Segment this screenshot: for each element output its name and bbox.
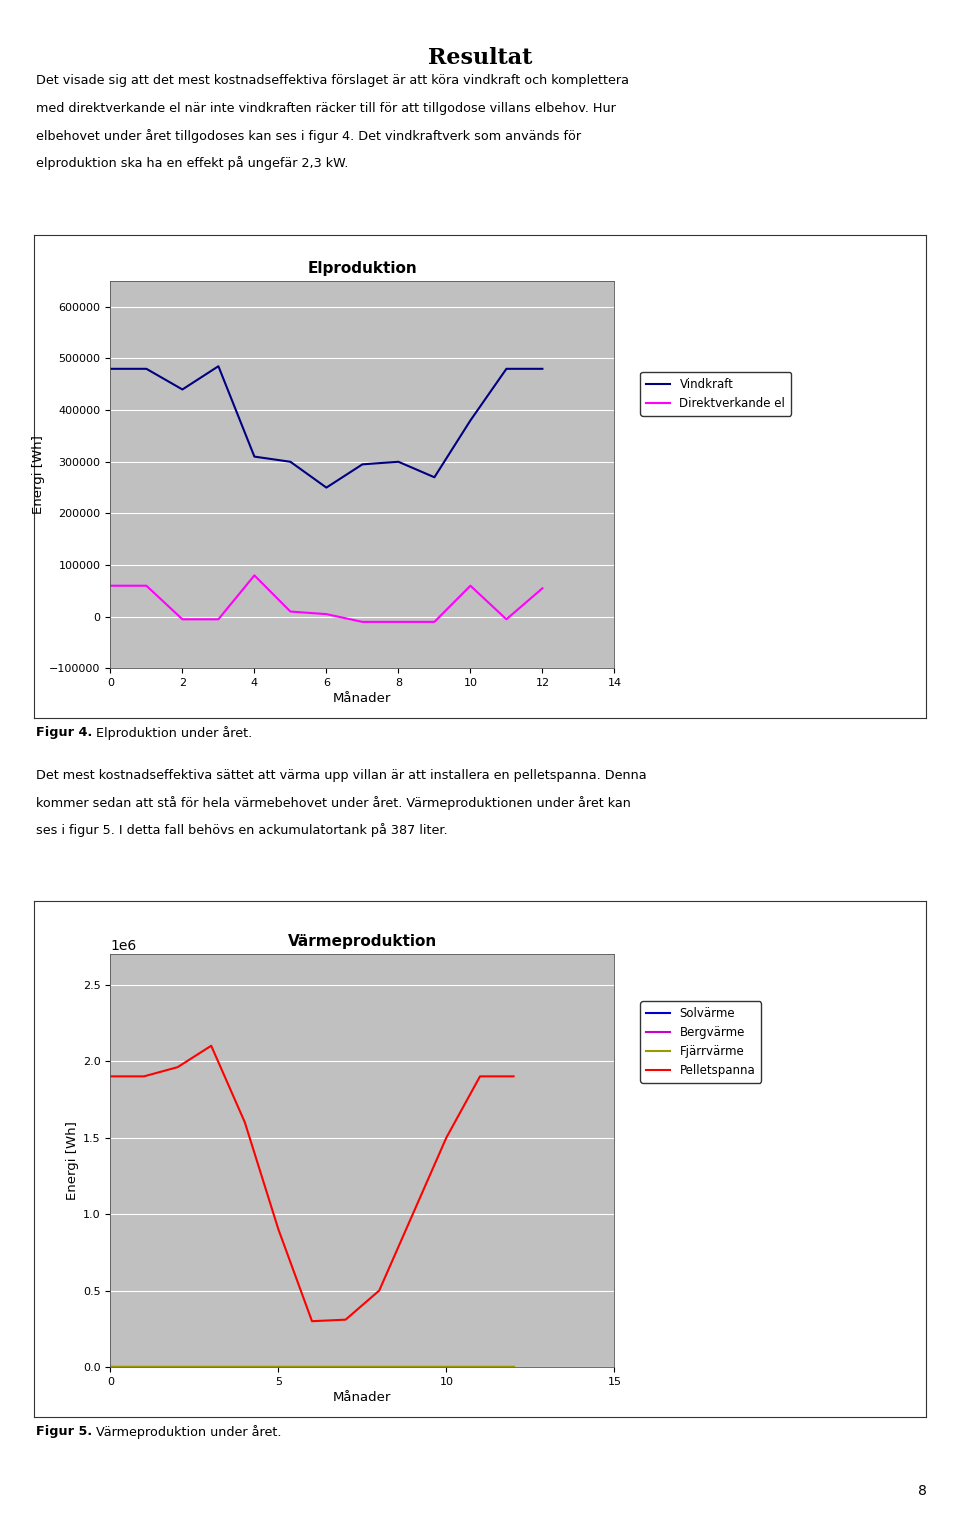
Y-axis label: Energi [Wh]: Energi [Wh] xyxy=(66,1121,79,1200)
Legend: Solvärme, Bergvärme, Fjärrvärme, Pelletspanna: Solvärme, Bergvärme, Fjärrvärme, Pellets… xyxy=(640,1001,761,1083)
Text: med direktverkande el när inte vindkraften räcker till för att tillgodose villan: med direktverkande el när inte vindkraft… xyxy=(36,102,616,115)
Text: kommer sedan att stå för hela värmebehovet under året. Värmeproduktionen under å: kommer sedan att stå för hela värmebehov… xyxy=(36,796,632,810)
Text: 8: 8 xyxy=(918,1484,926,1498)
Text: elbehovet under året tillgodoses kan ses i figur 4. Det vindkraftverk som använd: elbehovet under året tillgodoses kan ses… xyxy=(36,129,582,143)
Text: ses i figur 5. I detta fall behövs en ackumulatortank på 387 liter.: ses i figur 5. I detta fall behövs en ac… xyxy=(36,823,448,837)
Text: Det mest kostnadseffektiva sättet att värma upp villan är att installera en pell: Det mest kostnadseffektiva sättet att vä… xyxy=(36,769,647,782)
Text: Värmeproduktion under året.: Värmeproduktion under året. xyxy=(92,1425,281,1438)
X-axis label: Månader: Månader xyxy=(333,693,392,705)
Text: Figur 4.: Figur 4. xyxy=(36,726,93,740)
Text: Figur 5.: Figur 5. xyxy=(36,1425,92,1438)
Text: elproduktion ska ha en effekt på ungefär 2,3 kW.: elproduktion ska ha en effekt på ungefär… xyxy=(36,156,348,170)
Text: Elproduktion under året.: Elproduktion under året. xyxy=(92,726,252,740)
X-axis label: Månader: Månader xyxy=(333,1391,392,1404)
Legend: Vindkraft, Direktverkande el: Vindkraft, Direktverkande el xyxy=(640,372,791,416)
Title: Elproduktion: Elproduktion xyxy=(307,261,418,275)
Y-axis label: Energi [Wh]: Energi [Wh] xyxy=(32,436,45,513)
Text: Resultat: Resultat xyxy=(428,47,532,68)
Title: Värmeproduktion: Värmeproduktion xyxy=(288,934,437,948)
Text: Det visade sig att det mest kostnadseffektiva förslaget är att köra vindkraft oc: Det visade sig att det mest kostnadseffe… xyxy=(36,74,630,88)
